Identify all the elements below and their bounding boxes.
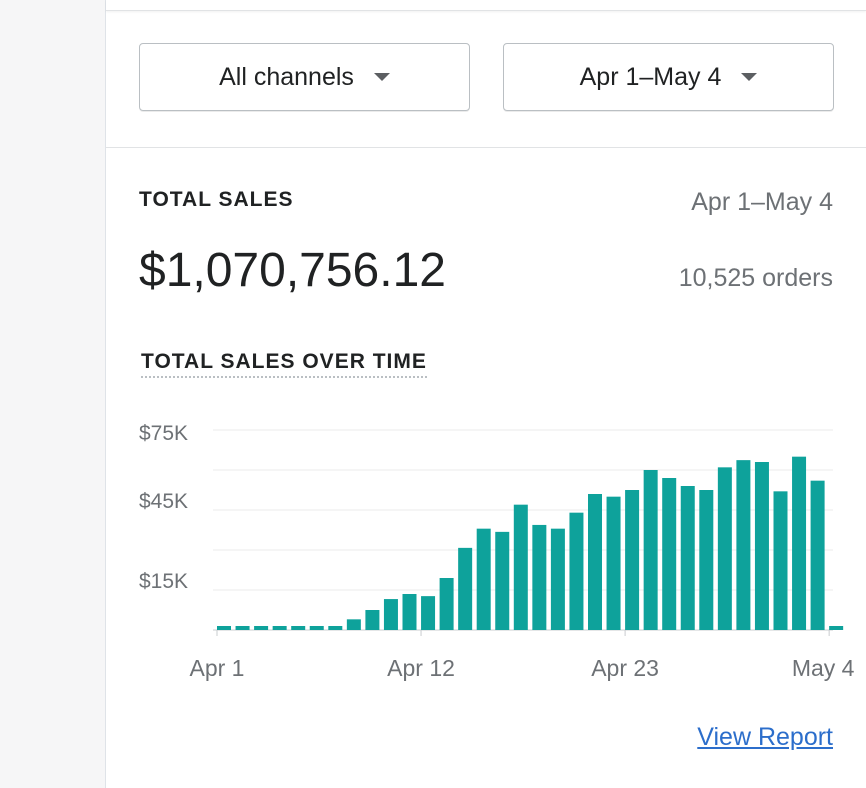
chart-title: TOTAL SALES OVER TIME bbox=[141, 350, 427, 378]
view-report-link[interactable]: View Report bbox=[697, 723, 833, 751]
bar bbox=[458, 547, 473, 630]
channel-label: All channels bbox=[219, 62, 354, 91]
bar bbox=[792, 456, 807, 630]
bar bbox=[680, 486, 695, 630]
caret bbox=[373, 73, 390, 81]
summary-label: TOTAL SALES bbox=[139, 188, 294, 211]
y-tick-label: $45K bbox=[139, 490, 188, 513]
sidebar bbox=[0, 0, 106, 788]
bar bbox=[383, 599, 398, 630]
order-count: 10,525 orders bbox=[678, 264, 833, 292]
bar bbox=[513, 504, 528, 630]
bar bbox=[346, 619, 361, 630]
y-tick-label: $75K bbox=[139, 422, 188, 445]
bar bbox=[550, 528, 565, 630]
summary-date: Apr 1–May 4 bbox=[691, 188, 833, 216]
x-tick-label: Apr 12 bbox=[387, 655, 455, 681]
bar bbox=[643, 470, 658, 630]
bar bbox=[625, 490, 640, 630]
bar bbox=[365, 610, 380, 630]
bar bbox=[810, 480, 825, 630]
date-label: Apr 1–May 4 bbox=[579, 62, 722, 91]
bar bbox=[754, 462, 769, 630]
bar bbox=[662, 478, 677, 630]
total-amount: $1,070,756.12 bbox=[139, 244, 446, 297]
bar bbox=[309, 626, 324, 630]
bar bbox=[736, 460, 751, 630]
bar bbox=[829, 626, 844, 630]
bar bbox=[699, 490, 714, 630]
bar bbox=[495, 531, 510, 630]
bar bbox=[291, 626, 306, 630]
bar bbox=[476, 528, 491, 630]
caret bbox=[741, 73, 758, 81]
bar bbox=[532, 524, 547, 630]
bar bbox=[328, 626, 343, 630]
x-tick-label: May 4 bbox=[792, 655, 855, 681]
channel-dropdown[interactable]: All channels bbox=[139, 43, 470, 111]
bar bbox=[235, 626, 250, 630]
bar bbox=[402, 594, 417, 630]
top-bar bbox=[106, 0, 866, 11]
bar bbox=[272, 626, 287, 630]
bar bbox=[569, 512, 584, 630]
bar bbox=[588, 494, 602, 630]
bar bbox=[606, 496, 621, 630]
bar bbox=[773, 491, 788, 630]
x-tick-label: Apr 1 bbox=[190, 655, 245, 681]
bar bbox=[439, 578, 454, 630]
bar bbox=[217, 626, 231, 630]
date-dropdown[interactable]: Apr 1–May 4 bbox=[503, 43, 834, 111]
x-tick-label: Apr 23 bbox=[591, 655, 659, 681]
bar bbox=[717, 467, 732, 630]
y-tick-label: $15K bbox=[139, 570, 188, 593]
bar bbox=[254, 626, 269, 630]
bar bbox=[421, 596, 436, 630]
divider bbox=[106, 147, 866, 148]
